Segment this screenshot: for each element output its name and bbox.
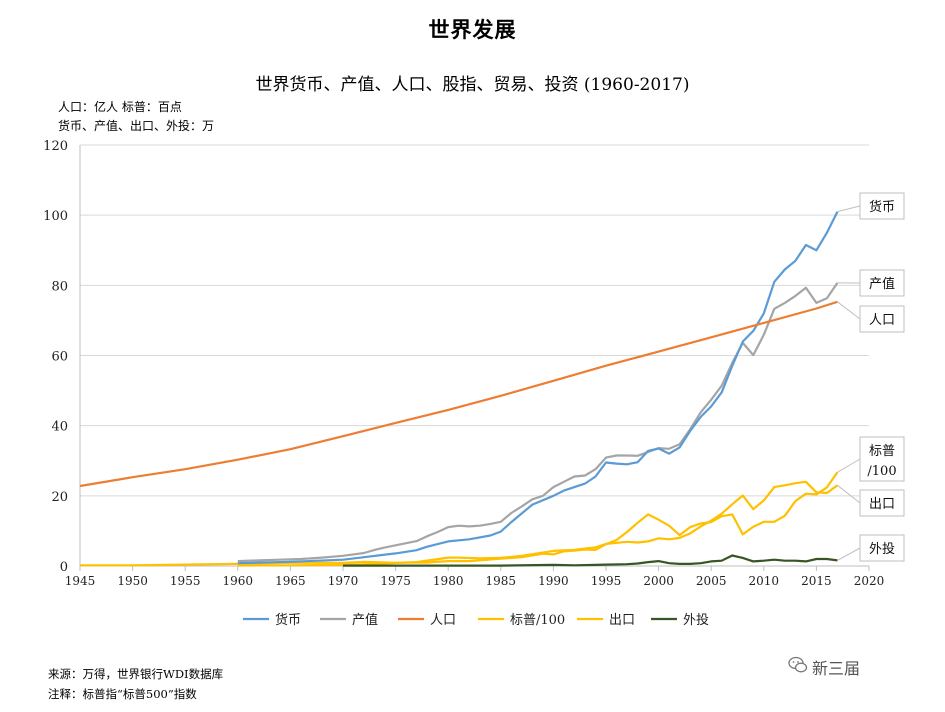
x-tick-label: 2020 (854, 574, 885, 588)
legend-label: 人口 (430, 613, 456, 628)
y-tick-label: 80 (51, 279, 68, 294)
x-tick-label: 1970 (328, 574, 359, 588)
unit-note-2: 货币、产值、出口、外投：万 (58, 119, 215, 133)
legend-label: 外投 (683, 612, 709, 628)
legend-item: 出口 (577, 613, 635, 628)
x-tick-label: 2015 (801, 574, 832, 588)
brand-name: 新三届 (812, 659, 861, 678)
x-tick-label: 1945 (65, 574, 96, 588)
series-line (343, 554, 838, 567)
callout: 货币 (837, 192, 905, 220)
callout-box (859, 436, 905, 482)
x-tick-label: 2010 (749, 574, 780, 588)
source-note: 来源：万得，世界银行WDI数据库 (48, 667, 224, 681)
callout-leader (837, 205, 861, 213)
x-tick-label: 1960 (223, 574, 254, 588)
callout: 标普/100 (837, 436, 905, 482)
series-line (237, 282, 839, 563)
callout-leader (837, 301, 861, 320)
callout-box (859, 269, 905, 297)
callout-leader (837, 547, 861, 561)
callout-leader (837, 484, 861, 504)
y-tick-label: 60 (51, 350, 68, 365)
footnote: 注释：标普指“标普500”指数 (48, 687, 197, 701)
series-line (80, 471, 839, 567)
x-tick-label: 1990 (538, 574, 569, 588)
x-tick-label: 1965 (275, 574, 306, 588)
callout-box (859, 489, 905, 517)
x-tick-label: 1995 (591, 574, 622, 588)
x-tick-label: 1980 (433, 574, 464, 588)
y-tick-label: 40 (51, 420, 68, 435)
callout: 出口 (837, 484, 905, 517)
chart-title: 世界货币、产值、人口、股指、贸易、投资 (1960-2017) (255, 75, 690, 95)
callout-label: /100 (867, 464, 896, 479)
callout-label: 人口 (869, 313, 895, 328)
x-tick-label: 2000 (643, 574, 674, 588)
legend-label: 产值 (352, 612, 378, 628)
callout-label: 货币 (869, 199, 895, 215)
y-tick-label: 0 (60, 560, 68, 575)
x-tick-label: 2005 (696, 574, 727, 588)
series-line (79, 300, 838, 488)
x-tick-label: 1975 (380, 574, 411, 588)
page-title: 世界发展 (428, 17, 517, 42)
series-line (237, 480, 839, 567)
y-tick-label: 120 (43, 139, 68, 154)
legend-item: 外投 (651, 612, 709, 628)
series-line (237, 211, 839, 565)
legend-label: 出口 (609, 613, 635, 628)
callout-label: 产值 (869, 276, 895, 292)
callout-label: 标普 (869, 444, 895, 459)
legend-label: 货币 (275, 612, 301, 628)
callout: 外投 (837, 534, 905, 562)
callout-label: 出口 (869, 497, 895, 512)
x-tick-label: 1955 (170, 574, 201, 588)
callout: 人口 (837, 301, 905, 333)
legend-item: 产值 (320, 612, 378, 628)
legend-item: 标普/100 (478, 613, 565, 628)
wechat-icon (788, 656, 808, 673)
callout-box (859, 192, 905, 220)
callout-box (859, 305, 905, 333)
callout: 产值 (837, 269, 905, 297)
legend-item: 货币 (243, 612, 301, 628)
y-tick-label: 100 (43, 209, 68, 224)
legend-label: 标普/100 (510, 613, 565, 628)
callout-leader (837, 458, 861, 473)
callout-label: 外投 (869, 541, 895, 557)
x-tick-label: 1985 (486, 574, 517, 588)
y-tick-label: 20 (51, 490, 68, 505)
legend-item: 人口 (398, 613, 456, 628)
unit-note-1: 人口：亿人 标普：百点 (58, 100, 182, 114)
callout-box (859, 534, 905, 562)
x-tick-label: 1950 (117, 574, 148, 588)
